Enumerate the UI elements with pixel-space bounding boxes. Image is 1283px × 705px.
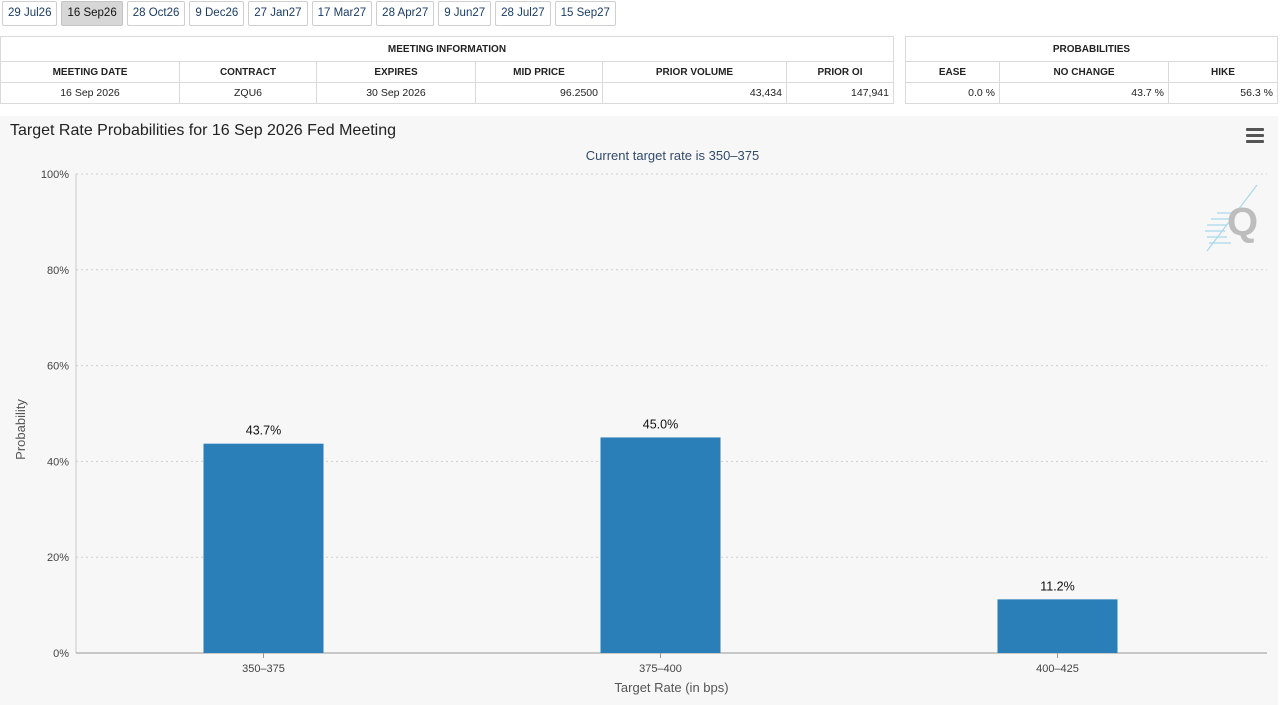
- x-tick-label: 350–375: [242, 663, 285, 675]
- chart-subtitle: Current target rate is 350–375: [585, 148, 760, 163]
- tab-29-jul26[interactable]: 29 Jul26: [2, 1, 58, 26]
- probabilities-table: PROBABILITIES EASE NO CHANGE HIKE 0.0 % …: [905, 36, 1278, 104]
- cell-ease: 0.0 %: [905, 82, 1000, 104]
- y-tick-label: 40%: [47, 456, 69, 468]
- tab-17-mar27[interactable]: 17 Mar27: [311, 1, 373, 26]
- header-meeting-date: MEETING DATE: [0, 61, 180, 83]
- probabilities-heading: PROBABILITIES: [905, 36, 1278, 62]
- tab-27-jan27[interactable]: 27 Jan27: [248, 1, 308, 26]
- bar-data-label: 45.0%: [643, 417, 678, 431]
- bar: [203, 443, 324, 653]
- y-tick-label: 60%: [47, 361, 69, 373]
- chart-title: Target Rate Probabilities for 16 Sep 202…: [10, 122, 397, 139]
- cell-prior-oi: 147,941: [786, 82, 894, 104]
- header-ease: EASE: [905, 61, 1000, 83]
- tab-9-dec26[interactable]: 9 Dec26: [189, 1, 245, 26]
- cell-meeting-date: 16 Sep 2026: [0, 82, 180, 104]
- bar: [997, 599, 1118, 653]
- tab-16-sep26[interactable]: 16 Sep26: [61, 1, 123, 26]
- hamburger-menu-icon[interactable]: [1244, 126, 1266, 144]
- bar-data-label: 11.2%: [1040, 579, 1075, 593]
- cell-hike: 56.3 %: [1168, 82, 1278, 104]
- svg-text:Q: Q: [1227, 200, 1258, 244]
- tab-28-apr27[interactable]: 28 Apr27: [376, 1, 435, 26]
- x-tick-label: 400–425: [1036, 663, 1079, 675]
- y-axis-title: Probability: [13, 399, 28, 460]
- tab-15-sep27[interactable]: 15 Sep27: [554, 1, 616, 26]
- cell-no-change: 43.7 %: [999, 82, 1169, 104]
- header-expires: EXPIRES: [316, 61, 476, 83]
- header-mid-price: MID PRICE: [475, 61, 603, 83]
- cell-mid-price: 96.2500: [475, 82, 603, 104]
- y-tick-label: 0%: [53, 648, 69, 660]
- cell-prior-volume: 43,434: [602, 82, 787, 104]
- cell-contract: ZQU6: [179, 82, 317, 104]
- cell-expires: 30 Sep 2026: [316, 82, 476, 104]
- meeting-information-table: MEETING INFORMATION MEETING DATE CONTRAC…: [0, 36, 894, 104]
- y-tick-label: 100%: [41, 169, 69, 181]
- tab-28-jul27[interactable]: 28 Jul27: [495, 1, 551, 26]
- chart-panel: 0% 20% 40% 60% 80% 100% 43.7% 350–375 45.0% 375–4…: [0, 116, 1278, 705]
- tab-28-oct26[interactable]: 28 Oct26: [126, 1, 186, 26]
- header-contract: CONTRACT: [179, 61, 317, 83]
- tab-9-jun27[interactable]: 9 Jun27: [438, 1, 492, 26]
- header-prior-oi: PRIOR OI: [786, 61, 894, 83]
- probability-bar-chart: 0% 20% 40% 60% 80% 100% 43.7% 350–375 45.0% 375–4…: [13, 169, 1267, 695]
- header-no-change: NO CHANGE: [999, 61, 1169, 83]
- q-logo-icon: Q: [1205, 184, 1258, 252]
- bar: [600, 437, 721, 653]
- header-prior-volume: PRIOR VOLUME: [602, 61, 787, 83]
- header-hike: HIKE: [1168, 61, 1278, 83]
- x-axis-title: Target Rate (in bps): [614, 680, 728, 695]
- y-tick-label: 20%: [47, 552, 69, 564]
- bar-data-label: 43.7%: [246, 424, 281, 438]
- y-tick-label: 80%: [47, 265, 69, 277]
- meeting-information-heading: MEETING INFORMATION: [0, 36, 894, 62]
- x-tick-label: 375–400: [639, 663, 682, 675]
- meeting-date-tabs: 29 Jul26 16 Sep26 28 Oct26 9 Dec26 27 Jan27 1…: [2, 1, 620, 26]
